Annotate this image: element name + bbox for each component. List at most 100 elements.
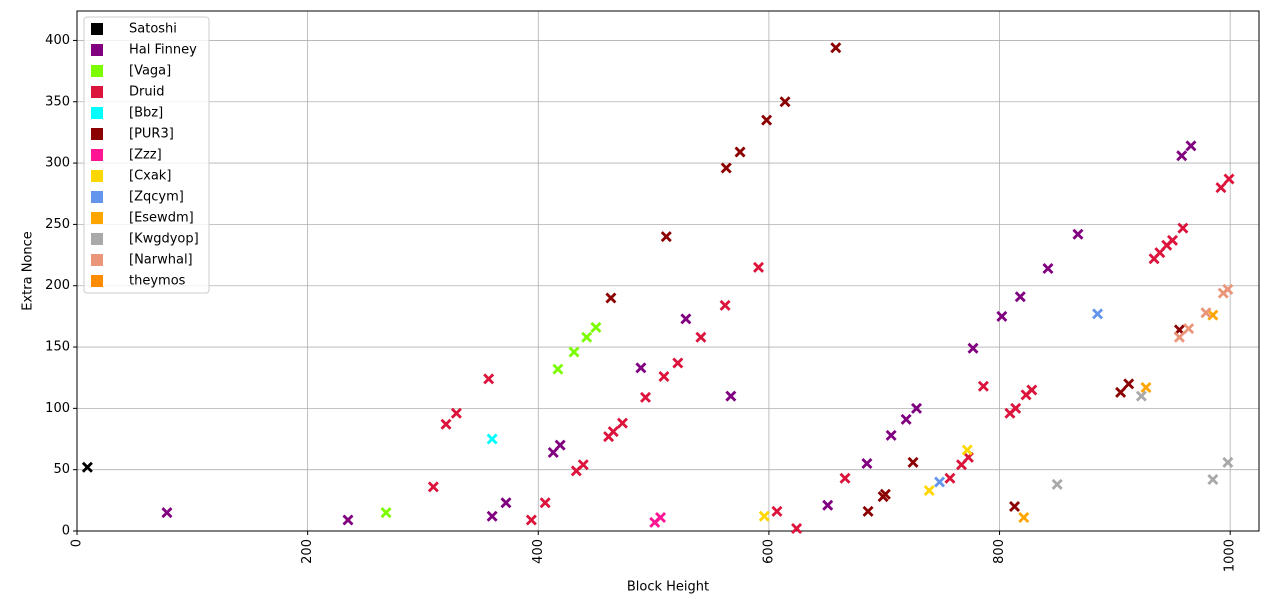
point [695,331,707,343]
y-tick-label: 50 [53,462,70,477]
y-tick-label: 350 [45,94,70,109]
point [779,96,791,108]
legend-label: theymos [129,274,186,289]
point [934,476,946,488]
point [450,407,462,419]
point [486,510,498,522]
point [996,310,1008,322]
point [1010,402,1022,414]
legend-swatch [91,86,103,98]
point [427,481,439,493]
legend-swatch [91,275,103,287]
point [720,162,732,174]
point [1183,323,1195,335]
point [758,510,770,522]
point [753,261,765,273]
x-axis-label: Block Height [627,580,709,595]
point [1072,228,1084,240]
point [830,42,842,54]
point [900,413,912,425]
point [1200,307,1212,319]
legend-swatch [91,44,103,56]
point [539,497,551,509]
y-tick-label: 250 [45,217,70,232]
point [885,429,897,441]
point [1018,512,1030,524]
y-tick-label: 150 [45,340,70,355]
point [552,363,564,375]
legend-swatch [91,212,103,224]
legend-swatch [91,128,103,140]
point [672,357,684,369]
point [1026,384,1038,396]
legend-label: Druid [129,85,164,100]
point [862,505,874,517]
y-tick-label: 200 [45,278,70,293]
point [440,418,452,430]
point [658,370,670,382]
x-tick-label: 400 [531,539,546,564]
point [342,514,354,526]
legend-swatch [91,149,103,161]
point [660,231,672,243]
legend-label: [Cxak] [129,169,171,184]
point [590,321,602,333]
point [1185,140,1197,152]
point [911,402,923,414]
point [616,417,628,429]
point [81,461,93,473]
point [719,299,731,311]
point [822,499,834,511]
point [923,485,935,497]
point [1223,173,1235,185]
point [1215,182,1227,194]
point [554,439,566,451]
point [1167,234,1179,246]
point [771,505,783,517]
legend-label: [Zzz] [129,148,162,163]
x-tick-label: 200 [300,539,315,564]
point [734,146,746,158]
legend-swatch [91,170,103,182]
legend-label: [Zqcym] [129,190,184,205]
point [655,512,667,524]
legend-label: [Bbz] [129,106,163,121]
point [861,458,873,470]
point [1115,386,1127,398]
point [1177,222,1189,234]
point [581,331,593,343]
point [640,391,652,403]
point [568,346,580,358]
point [380,507,392,519]
point [1123,378,1135,390]
legend-swatch [91,254,103,266]
point [879,488,891,500]
point [483,373,495,385]
y-tick-label: 100 [45,401,70,416]
point [1222,283,1234,295]
point [1176,150,1188,162]
point [944,472,956,484]
x-tick-label: 800 [992,539,1007,564]
legend-label: [Esewdm] [129,211,194,226]
point [486,433,498,445]
x-tick-label: 1000 [1223,539,1238,572]
x-tick-label: 600 [761,539,776,564]
point [1042,263,1054,275]
y-axis-label: Extra Nonce [21,231,36,311]
point [1009,500,1021,512]
point [1092,308,1104,320]
point [725,390,737,402]
legend-label: Satoshi [129,22,177,37]
x-tick-label: 0 [70,539,85,547]
point [1014,291,1026,303]
point [680,313,692,325]
point [839,472,851,484]
y-tick-label: 0 [62,524,70,539]
point [577,459,589,471]
point [961,444,973,456]
legend-label: [PUR3] [129,127,174,142]
legend-label: [Kwgdyop] [129,232,199,247]
